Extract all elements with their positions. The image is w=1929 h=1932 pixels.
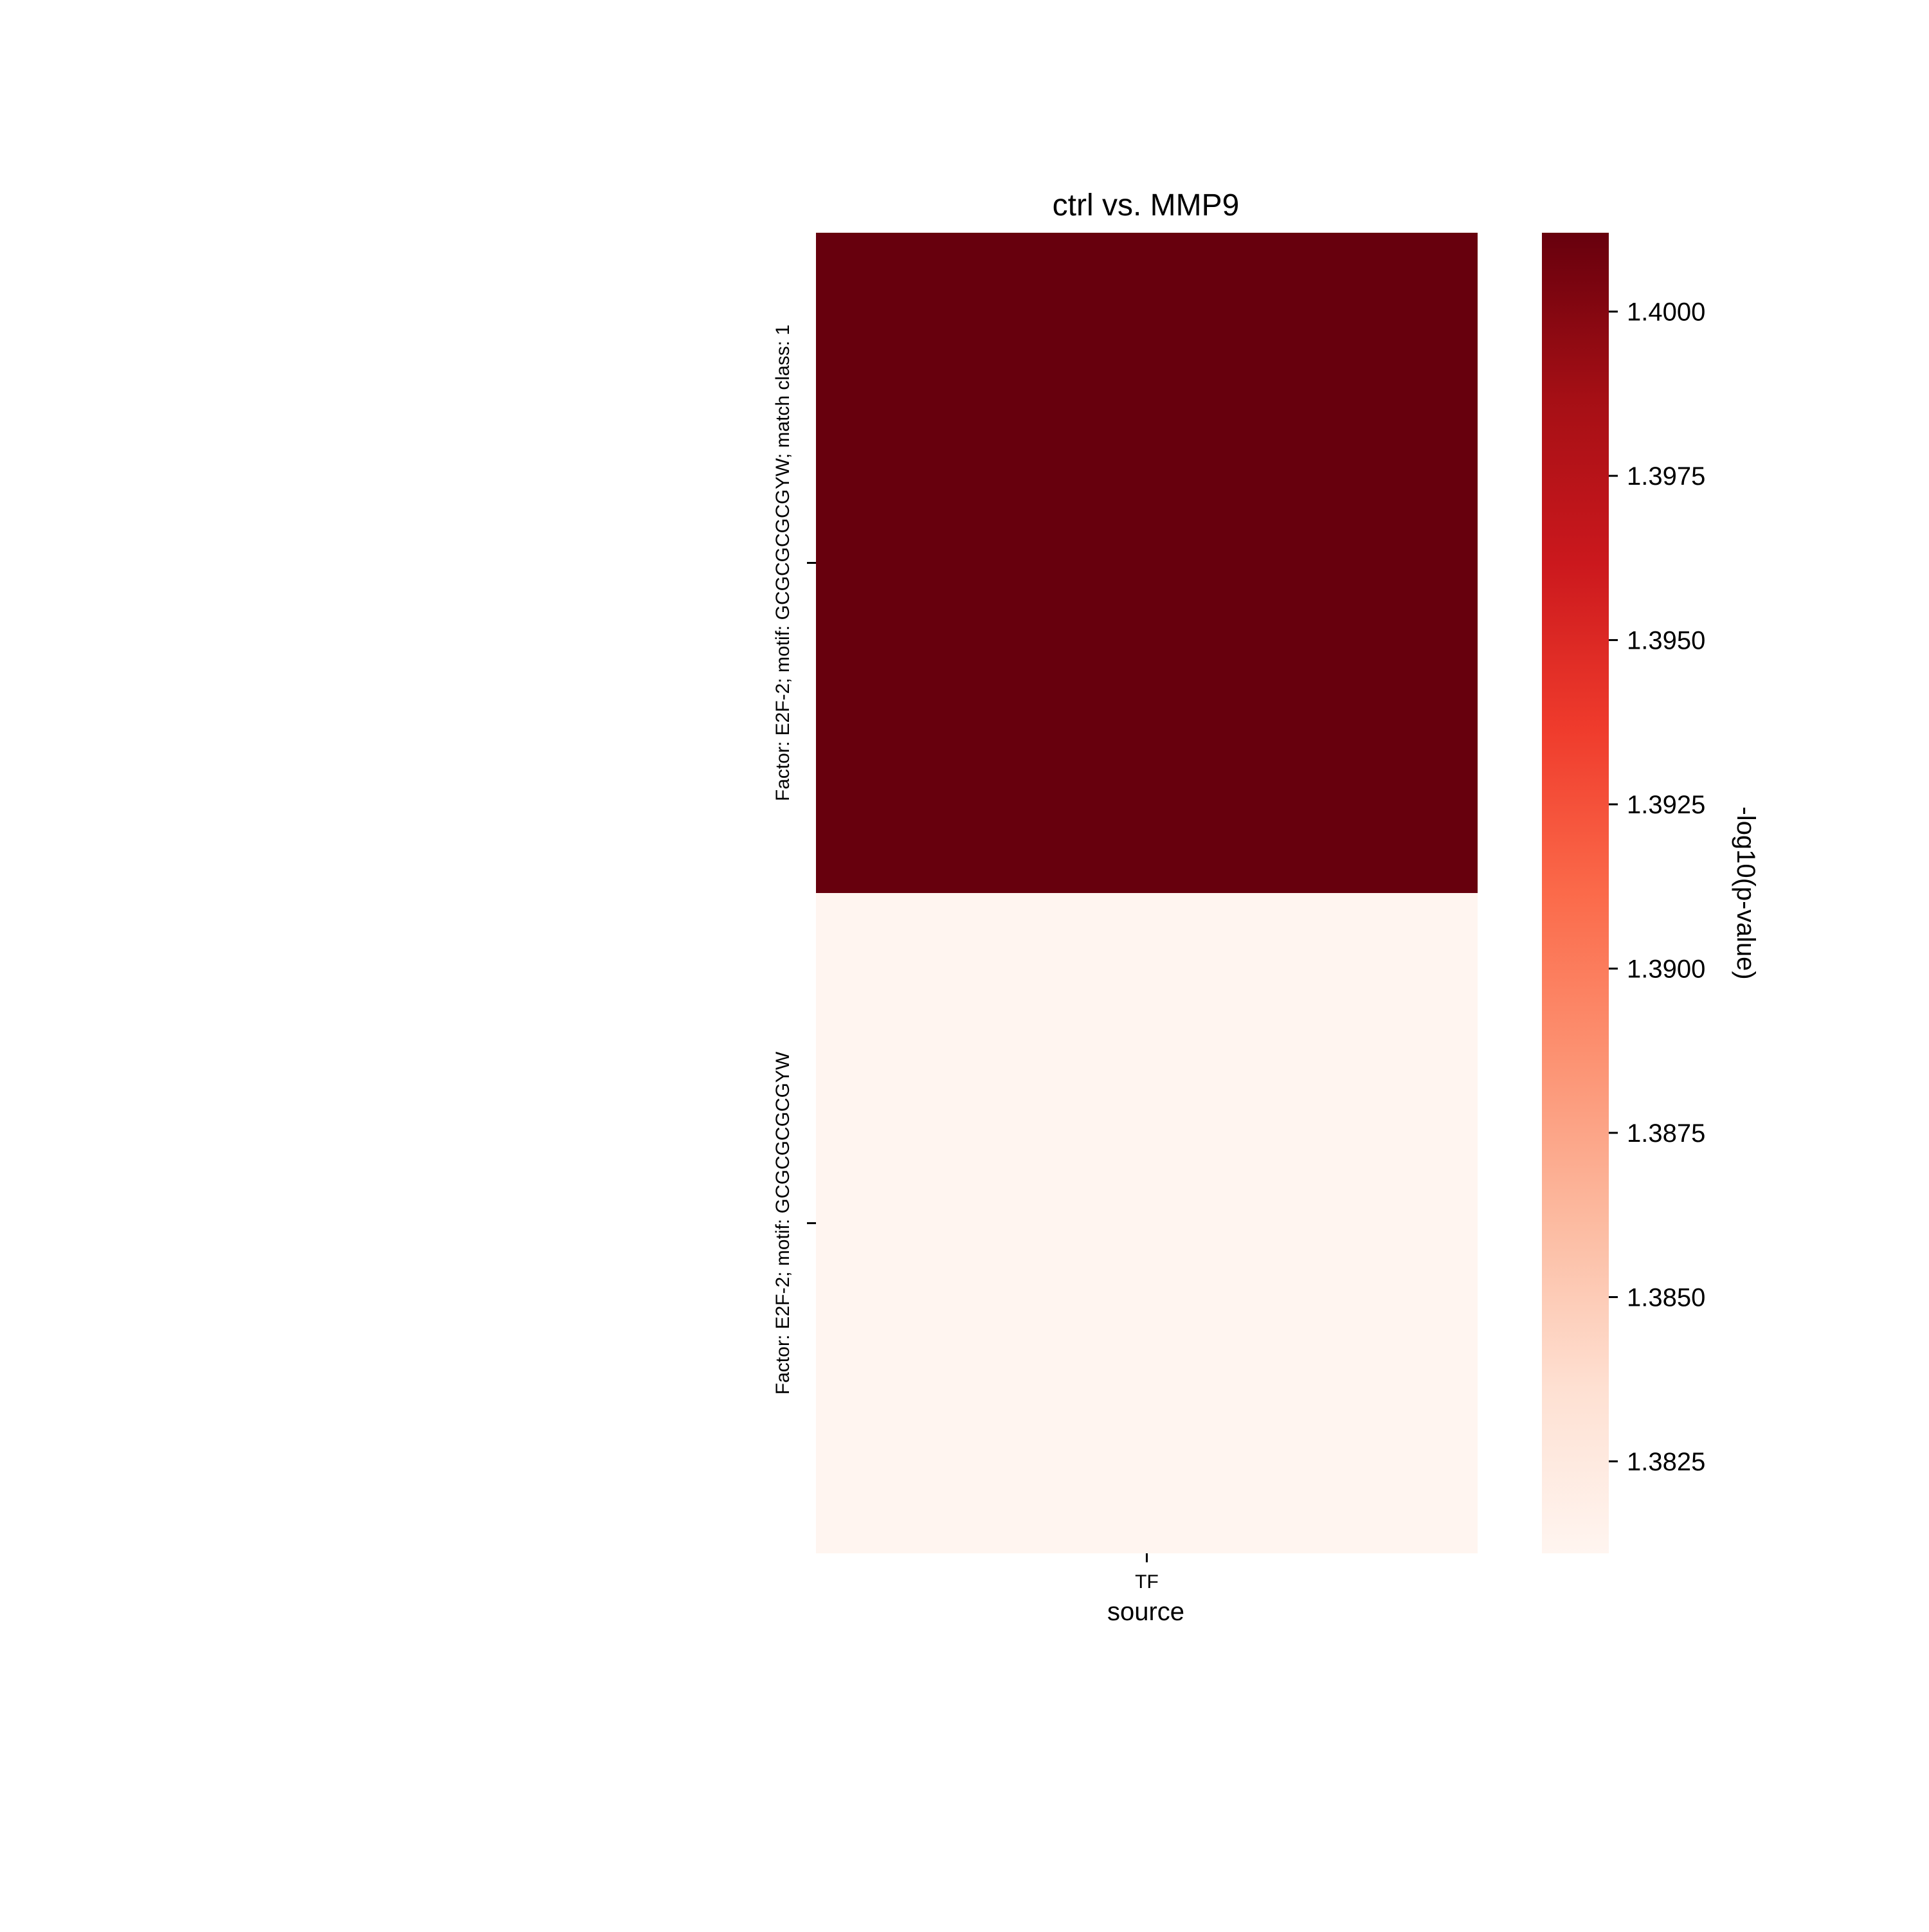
colorbar-tick-label: 1.3850 <box>1627 1283 1705 1312</box>
colorbar-ticks: 1.3825 1.3850 1.3875 1.3900 1.3925 1.3950 1.39… <box>1609 298 1705 1476</box>
row-ticks: Factor: E2F-2; motif: GCGCGCGCGYW; match… <box>772 325 816 1395</box>
colorbar-tick-label: 1.3975 <box>1627 462 1705 491</box>
row-tick-label: Factor: E2F-2; motif: GCGCGCGCGYW <box>772 1051 793 1395</box>
colorbar-tick-label: 1.3950 <box>1627 627 1705 655</box>
x-axis-label: source <box>1107 1598 1184 1626</box>
colorbar-tick-label: 1.3900 <box>1627 955 1705 984</box>
colorbar-tick-label: 1.3925 <box>1627 791 1705 819</box>
colorbar <box>1542 233 1609 1553</box>
chart-title: ctrl vs. MMP9 <box>1053 188 1240 222</box>
heatmap-cells <box>816 233 1478 1553</box>
heatmap-cell-r1-c0 <box>816 893 1478 1553</box>
row-tick-label: Factor: E2F-2; motif: GCGCGCGCGYW; match… <box>772 325 793 801</box>
colorbar-tick-label: 1.3875 <box>1627 1119 1705 1148</box>
column-ticks: TF <box>1135 1553 1159 1593</box>
column-tick-label: TF <box>1135 1571 1159 1593</box>
colorbar-label: -log10(p-value) <box>1732 806 1760 979</box>
colorbar-tick-label: 1.3825 <box>1627 1448 1705 1476</box>
heatmap-cell-r0-c0 <box>816 233 1478 893</box>
colorbar-tick-label: 1.4000 <box>1627 298 1705 327</box>
